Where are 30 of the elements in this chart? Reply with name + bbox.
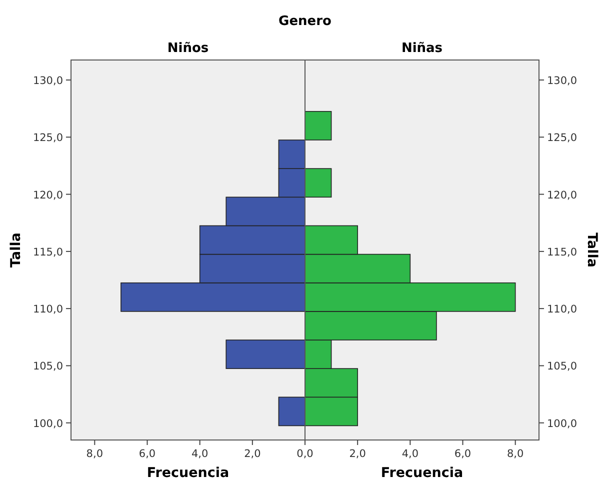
- y-tick-label: 115,0: [547, 246, 578, 258]
- y-tick-label: 120,0: [32, 189, 63, 202]
- y-tick-label: 105,0: [547, 360, 578, 373]
- y-tick-label: 130,0: [547, 75, 578, 87]
- x-tick-label: 4,0: [191, 448, 208, 460]
- x-tick-label: 4,0: [402, 448, 419, 460]
- y-axis-title: Talla: [584, 232, 600, 268]
- y-tick-label: 120,0: [547, 189, 578, 202]
- x-tick-label: 8,0: [506, 448, 524, 460]
- y-tick-label: 100,0: [547, 418, 578, 430]
- y-tick-label: 110,0: [32, 304, 63, 316]
- x-tick-label: 8,0: [86, 448, 104, 460]
- x-tick-label: 2,0: [349, 448, 366, 460]
- x-tick-label: 6,0: [454, 448, 472, 460]
- x-tick-label: 2,0: [244, 448, 261, 460]
- y-tick-label: 100,0: [32, 418, 63, 430]
- x-axis-title: Frecuencia: [380, 465, 464, 481]
- chart-title: Niñas: [401, 41, 443, 56]
- text: Genero: [278, 14, 332, 29]
- x-tick-label: 6,0: [138, 448, 156, 460]
- y-tick-label: 110,0: [547, 304, 578, 316]
- y-tick-label: 125,0: [32, 132, 63, 144]
- x-tick-label: 0,0: [296, 448, 314, 460]
- y-tick-label: 130,0: [32, 75, 63, 87]
- y-tick-label: 115,0: [32, 246, 63, 258]
- y-tick-label: 105,0: [32, 360, 63, 373]
- chart-title: Niños: [167, 41, 209, 56]
- y-tick-label: 125,0: [547, 132, 578, 144]
- x-axis-title: Frecuencia: [146, 465, 230, 481]
- y-axis-title: Talla: [8, 232, 24, 268]
